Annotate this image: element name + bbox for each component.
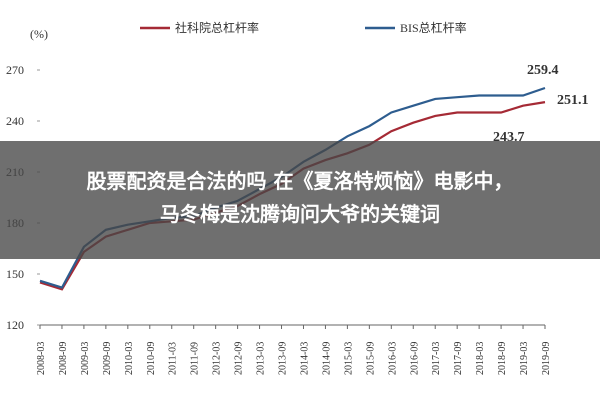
y-tick-label: 270 xyxy=(6,63,24,77)
x-tick-label: 2012-03 xyxy=(212,342,223,375)
y-tick-label: 120 xyxy=(6,318,24,332)
legend-label: 社科院总杠杆率 xyxy=(175,20,259,35)
x-tick-label: 2012-09 xyxy=(234,342,245,375)
x-tick-label: 2018-03 xyxy=(475,342,486,375)
x-tick-label: 2019-09 xyxy=(541,342,552,375)
x-tick-label: 2013-03 xyxy=(256,342,267,375)
x-tick-label: 2016-09 xyxy=(409,342,420,375)
value-label: 259.4 xyxy=(527,63,559,78)
x-tick-label: 2019-03 xyxy=(519,342,530,375)
x-tick-label: 2011-03 xyxy=(168,342,179,375)
value-label: 251.1 xyxy=(557,93,589,108)
x-tick-label: 2015-09 xyxy=(365,342,376,375)
x-tick-label: 2008-03 xyxy=(36,342,47,375)
x-tick-label: 2017-09 xyxy=(453,342,464,375)
x-tick-label: 2013-09 xyxy=(278,342,289,375)
y-unit: (%) xyxy=(30,27,48,41)
x-tick-label: 2014-09 xyxy=(321,342,332,375)
x-tick-label: 2017-03 xyxy=(431,342,442,375)
x-tick-label: 2015-03 xyxy=(343,342,354,375)
x-tick-label: 2010-09 xyxy=(146,342,157,375)
x-tick-label: 2009-09 xyxy=(102,342,113,375)
x-tick-label: 2016-03 xyxy=(387,342,398,375)
x-tick-label: 2014-03 xyxy=(299,342,310,375)
x-tick-label: 2008-09 xyxy=(58,342,69,375)
y-tick-label: 150 xyxy=(6,267,24,281)
x-tick-label: 2010-03 xyxy=(124,342,135,375)
overlay-text: 股票配资是合法的吗 在《夏洛特烦恼》电影中， xyxy=(87,169,514,193)
overlay-text: 马冬梅是沈腾询问大爷的关键词 xyxy=(160,202,440,226)
x-tick-label: 2018-09 xyxy=(497,342,508,375)
legend-label: BIS总杠杆率 xyxy=(400,20,467,35)
x-tick-label: 2011-09 xyxy=(190,342,201,375)
overlay-band xyxy=(0,141,600,259)
x-tick-label: 2009-03 xyxy=(80,342,91,375)
y-tick-label: 240 xyxy=(6,114,24,128)
